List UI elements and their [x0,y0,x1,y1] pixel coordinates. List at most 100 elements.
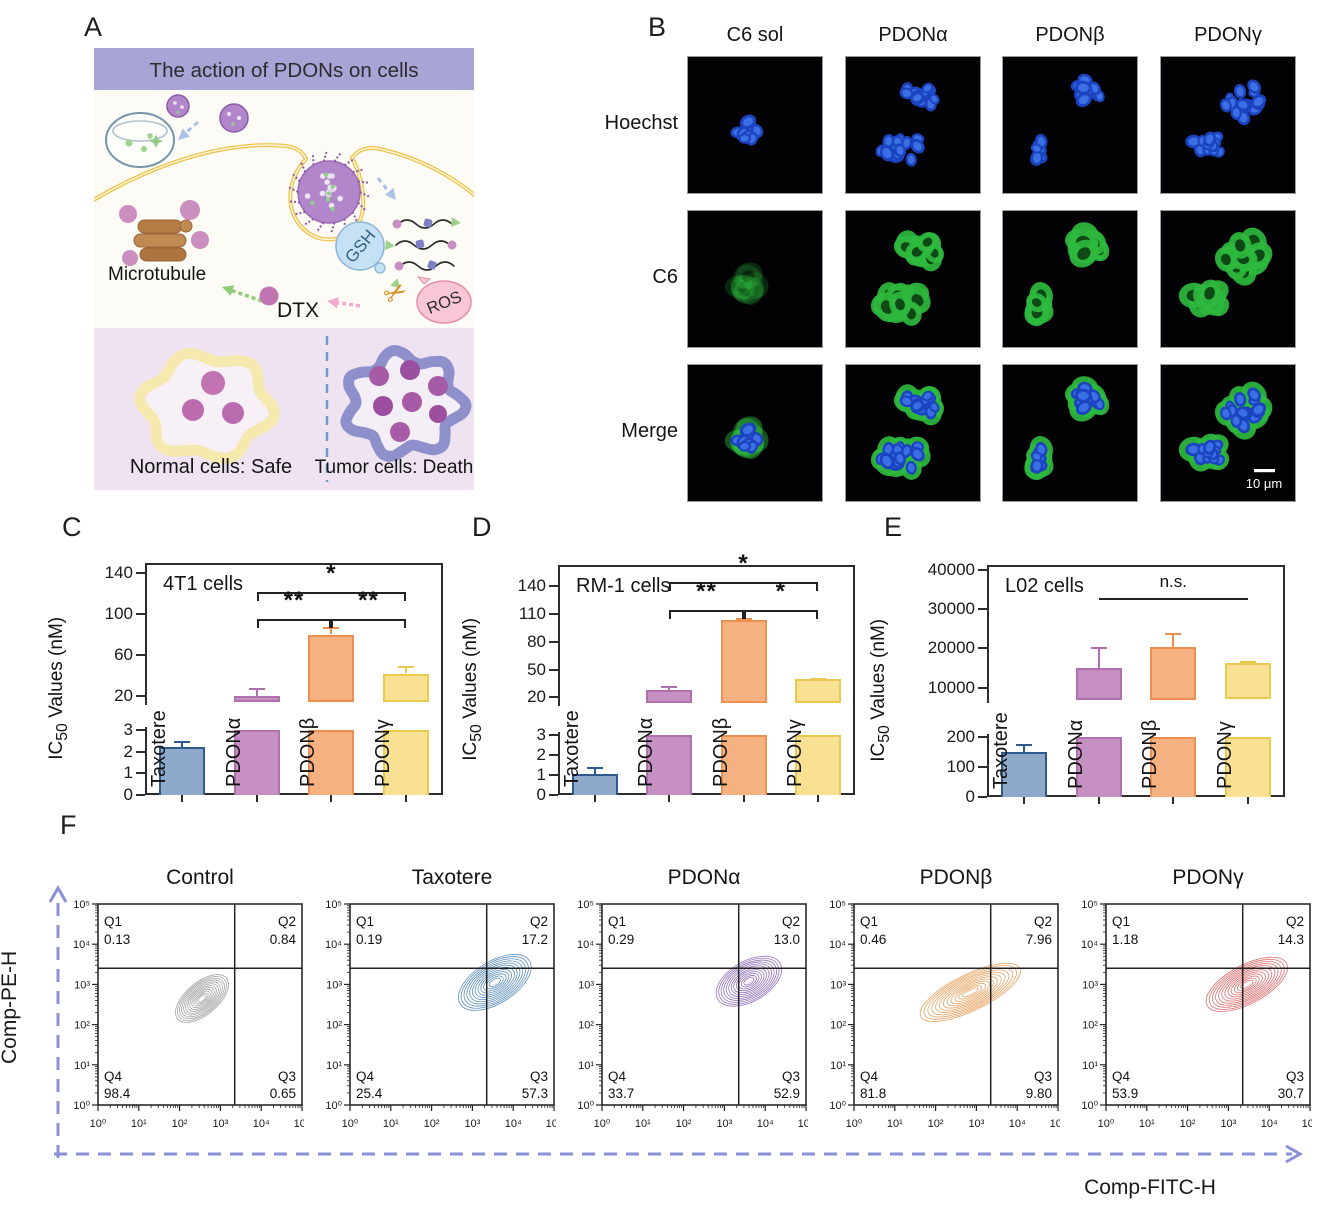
ros-bubble: ROS [416,276,472,324]
x-tick-c-2 [330,795,333,802]
q3-value: 57.3 [522,1086,548,1101]
flow-y-tick-label: 10⁴ [325,939,342,951]
axis-break-e [984,702,990,734]
panel-a-illustration: The action of PDONs on cells [94,48,474,490]
flow-plot-taxotere: 10⁰10⁰10¹10¹10²10²10³10³10⁴10⁴10⁵10⁵Q10.… [304,899,562,1156]
flow-y-tick-label: 10¹ [74,1060,90,1072]
y-tick-label-d: 3 [536,725,546,745]
bar-pdonβ-upper [1150,647,1197,700]
y-axis-label-d: IC50 Values (nM) [460,617,485,761]
nanoparticle-small-icon [219,103,249,133]
category-label-pdonβ: PDONβ [297,717,320,787]
flow-y-tick-label: 10⁰ [1081,1100,1098,1112]
flow-title-2: PDONα [667,866,741,889]
error-bar-c-3 [404,666,407,674]
flow-x-tick-label: 10² [928,1118,944,1130]
flow-x-tick-label: 10⁴ [253,1118,270,1130]
bar-pdonγ-lower [1224,736,1271,797]
error-cap-d-3 [809,677,826,680]
flow-x-tick-label: 10³ [212,1118,228,1130]
flow-x-tick-label: 10¹ [1139,1118,1155,1130]
bar-taxotere [159,747,206,795]
micrograph-r2-c0 [687,364,823,502]
micrograph-image [846,365,980,501]
y-tick-c [136,695,145,697]
row-label-1: C6 [652,266,678,288]
flow-x-tick-label: 10² [172,1118,188,1130]
bar-pdonβ-upper [308,634,355,703]
q1-name: Q1 [356,914,374,929]
flow-x-tick-label: 10⁰ [1098,1118,1115,1130]
axis-break-d [555,706,561,733]
axis-break-c [142,705,148,728]
q3-name: Q3 [782,1069,800,1084]
sig-bracket-e-0 [1098,598,1248,601]
y-tick-label-e: 30000 [927,599,975,618]
bar-pdonβ-lower [720,735,767,795]
flow-plot-control: 10⁰10⁰10¹10¹10²10²10³10³10⁴10⁴10⁵10⁵Q10.… [52,899,310,1156]
y-tick-e [978,686,987,689]
bar-taxotere [572,774,619,795]
y-tick-label-c: 2 [123,741,133,761]
micrograph-r1-c1 [845,210,981,348]
flow-y-tick-label: 10³ [326,979,342,991]
y-tick-d [549,612,558,615]
flow-y-tick-label: 10³ [830,979,846,991]
x-tick-e-3 [1246,797,1249,804]
micrograph-r0-c0 [687,56,823,194]
category-label-pdonα: PDONα [1064,719,1087,789]
q4-value: 25.4 [356,1086,383,1101]
y-tick-label-d: 140 [517,575,546,595]
y-tick-label-d: 80 [527,631,546,651]
y-tick-e [978,765,987,768]
flow-x-tick-label: 10¹ [635,1118,651,1130]
micrograph-r2-c1 [845,364,981,502]
flow-y-tick-label: 10⁵ [325,900,342,911]
q3-name: Q3 [1286,1069,1304,1084]
nanoparticle-small-icon [166,94,190,118]
micrograph-image: 10 μm [1161,365,1295,501]
release-arrow-icon [376,177,396,200]
dtx-to-microtubule-arrow-icon [222,285,263,303]
flow-plot-box [97,903,303,1106]
micrograph-r2-c3: 10 μm [1160,364,1296,502]
flow-y-tick-label: 10⁴ [73,939,90,951]
contour-population [458,954,532,1011]
flow-y-tick-label: 10⁰ [829,1100,846,1112]
normal-cells-label: Normal cells: Safe [130,456,292,478]
error-cap-c-3 [397,666,414,669]
error-cap-d-1 [661,686,678,689]
dtx-label: DTX [277,299,319,322]
flow-y-tick-label: 10⁵ [577,900,594,911]
y-tick-e [978,608,987,610]
normal-cell-icon [134,348,280,464]
column-header-2: PDONβ [1035,24,1105,46]
flow-title-3: PDONβ [919,866,993,889]
y-tick-label-d: 20 [527,687,546,707]
y-tick-label-c: 60 [114,645,133,664]
tumor-cells-label: Tumor cells: Death [315,457,474,478]
micrograph-image [846,211,980,347]
y-tick-e [978,796,987,798]
error-bar-c-0 [181,740,184,748]
bar-pdonγ-upper [794,678,841,703]
flow-plot-pdonγ: 10⁰10⁰10¹10¹10²10²10³10³10⁴10⁴10⁵10⁵Q11.… [1060,899,1318,1156]
error-bar-c-2 [330,627,333,635]
sig-label-d-2: * [775,578,786,606]
y-tick-c [136,654,145,656]
y-tick-label-e: 0 [965,787,975,806]
flow-plot-svg: 10⁰10⁰10¹10¹10²10²10³10³10⁴10⁴10⁵10⁵Q10.… [829,899,1066,1130]
error-cap-e-0 [1016,744,1033,747]
flow-x-tick-label: 10² [1180,1118,1196,1130]
panel-a-header-band [94,48,474,90]
category-label-pdonβ: PDONβ [1139,719,1162,789]
y-tick-c [136,613,145,615]
chart-title-d: RM-1 cells [576,575,671,597]
y-tick-e [978,568,987,571]
y-tick-label-d: 50 [527,659,546,679]
plot-box-e [987,565,1285,797]
panel-c-label: C [62,512,82,542]
sig-label-d-1: ** [696,578,717,606]
dtx-molecule-icon [259,286,279,306]
